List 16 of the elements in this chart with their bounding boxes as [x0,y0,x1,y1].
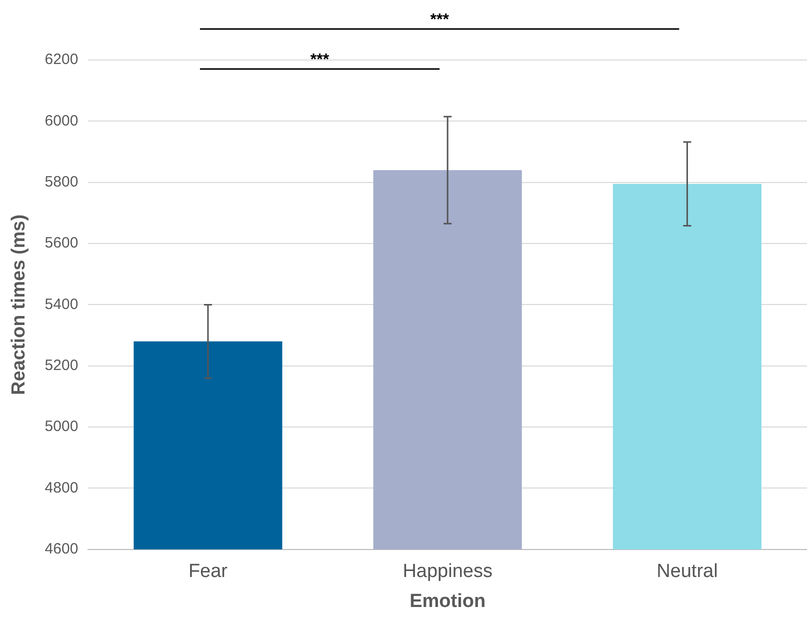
y-tick-label: 4800 [44,479,78,496]
y-tick-label: 5400 [44,296,78,313]
y-tick-label: 5200 [44,357,78,374]
y-tick-label: 5800 [44,173,78,190]
x-tick-label: Neutral [656,561,718,582]
y-tick-label: 6200 [44,51,78,68]
x-axis-title: Emotion [410,590,486,612]
y-tick-label: 4600 [44,540,78,558]
y-tick-label: 6000 [44,112,78,130]
y-tick-label: 5600 [44,234,78,252]
x-tick-label: Fear [188,561,228,582]
annotation: *** [310,51,330,68]
x-tick-label: Happiness [402,561,492,582]
text: *** [430,11,450,28]
y-axis-title: Reaction times (ms) [8,214,30,395]
y-tick-label: 5000 [44,418,78,436]
